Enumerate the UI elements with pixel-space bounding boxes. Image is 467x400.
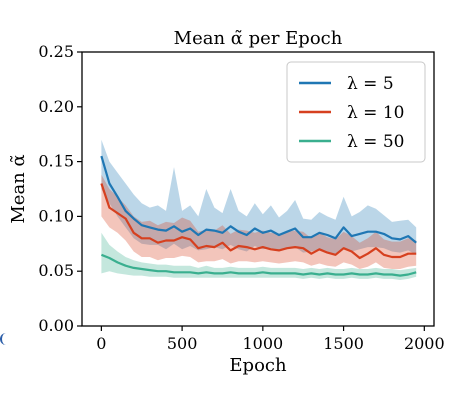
y-tick-label: 0.05 (38, 261, 74, 280)
band-series-3 (101, 232, 417, 280)
band-series-2 (101, 174, 417, 269)
chart-title: Mean α̃ per Epoch (174, 28, 343, 49)
band-series-1 (101, 139, 417, 255)
y-tick-label: 0.00 (38, 316, 74, 335)
x-tick-label: 1000 (242, 334, 283, 353)
y-tick-label: 0.25 (38, 42, 74, 61)
y-tick-label: 0.20 (38, 97, 74, 116)
x-tick-label: 500 (167, 334, 198, 353)
y-tick-label: 0.10 (38, 206, 74, 225)
confidence-bands (101, 139, 417, 280)
line-series-1 (100, 155, 417, 244)
edge-mark (0, 333, 6, 345)
legend-label: λ = 5 (347, 74, 394, 94)
x-tick-label: 2000 (404, 334, 445, 353)
y-tick-label: 0.15 (38, 152, 74, 171)
legend: λ = 5 λ = 10 λ = 50 (286, 61, 426, 163)
x-tick-label: 0 (96, 334, 106, 353)
y-axis-label: Mean α̃ (8, 154, 29, 223)
line-series-2 (100, 183, 417, 260)
line-series-3 (100, 253, 417, 277)
legend-label: λ = 50 (347, 132, 404, 152)
x-tick-label: 1500 (323, 334, 364, 353)
legend-label: λ = 10 (347, 103, 404, 123)
x-axis: 0 500 1000 1500 2000 (96, 326, 445, 353)
legend-box (286, 61, 426, 163)
x-axis-label: Epoch (229, 355, 287, 376)
y-axis: 0.00 0.05 0.10 0.15 0.20 0.25 (38, 42, 82, 335)
series-lines (100, 155, 417, 277)
plot-frame (81, 51, 435, 327)
